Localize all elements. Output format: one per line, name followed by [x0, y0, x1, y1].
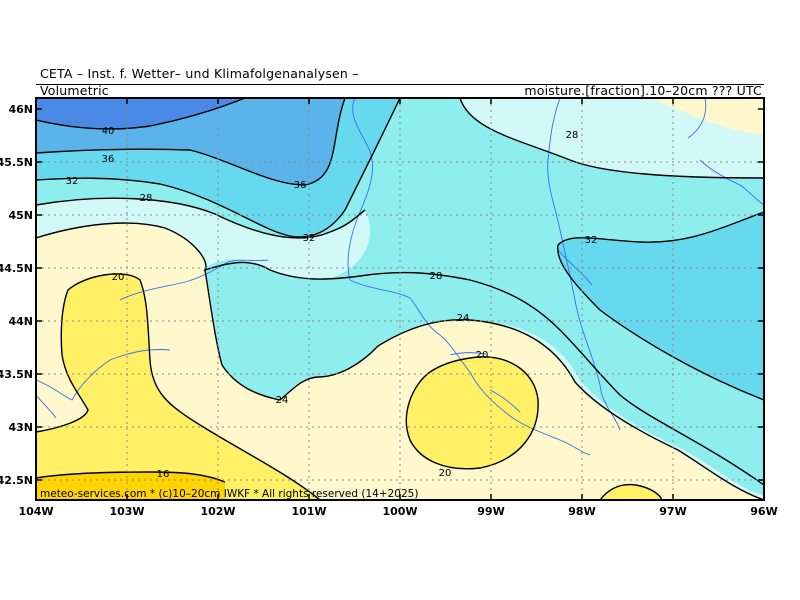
variable-units-label: moisture.[fraction].10–20cm ??? UTC: [524, 83, 762, 98]
lon-tick-label: 103W: [109, 505, 144, 518]
lat-tick-label: 44.5N: [0, 262, 33, 275]
contour-lines: [36, 98, 764, 500]
fill-north-top-right: [610, 98, 764, 135]
contour-label: 16: [157, 469, 170, 480]
lon-tick-label: 104W: [18, 505, 53, 518]
contour-label: 20: [112, 272, 125, 283]
fill-20-24: [36, 223, 764, 500]
lat-tick-label: 46N: [8, 103, 33, 116]
lon-axis: 104W 103W 102W 101W 100W 99W 98W 97W 96W: [18, 505, 777, 518]
lat-ticks: [36, 108, 764, 481]
grid-lines: [36, 98, 764, 500]
fill-16-20-center: [406, 356, 539, 469]
lat-tick-label: 44N: [8, 315, 33, 328]
lat-tick-label: 45N: [8, 209, 33, 222]
map-fill-layer: [36, 98, 764, 500]
map-title: CETA – Inst. f. Wetter– und Klimafolgena…: [40, 66, 359, 81]
lon-tick-label: 98W: [568, 505, 595, 518]
lon-tick-label: 99W: [477, 505, 504, 518]
lat-tick-label: 42.5N: [0, 474, 33, 487]
header-frame: [36, 84, 764, 99]
lon-tick-label: 96W: [750, 505, 777, 518]
lon-tick-label: 101W: [291, 505, 326, 518]
lon-ticks: [126, 98, 674, 500]
contour-label: 32: [66, 176, 79, 187]
variable-label: Volumetric: [40, 83, 109, 98]
fill-below-16: [36, 472, 225, 500]
contour-label: 28: [140, 193, 153, 204]
contour-label: 32: [303, 233, 316, 244]
rivers: [36, 98, 764, 456]
lon-tick-label: 102W: [200, 505, 235, 518]
contour-label: 24: [457, 313, 470, 324]
fill-40-44-nw: [36, 98, 245, 129]
fill-16-20-west: [36, 273, 320, 500]
contour-label: 28: [430, 271, 443, 282]
contour-label: 28: [566, 130, 579, 141]
lon-tick-label: 100W: [382, 505, 417, 518]
lat-axis: 46N 45.5N 45N 44.5N 44N 43.5N 43N 42.5N: [0, 103, 33, 487]
lon-tick-label: 97W: [659, 505, 686, 518]
credit-text: meteo-services.com * (c)10–20cm IWKF * A…: [40, 488, 418, 500]
contour-label: 36: [294, 180, 307, 191]
contour-label: 36: [102, 154, 115, 165]
lat-tick-label: 43N: [8, 421, 33, 434]
contour-label: 20: [439, 468, 452, 479]
fill-32-36-east: [557, 212, 764, 400]
contour-label: 32: [585, 235, 598, 246]
lat-tick-label: 45.5N: [0, 156, 33, 169]
contour-label: 24: [276, 395, 289, 406]
contour-label: 40: [102, 126, 115, 137]
contour-labels: 40 36 32 28 36 32 28 32 28 24 20 24 20 2…: [66, 126, 598, 480]
contour-label: 20: [476, 350, 489, 361]
lat-tick-label: 43.5N: [0, 368, 33, 381]
